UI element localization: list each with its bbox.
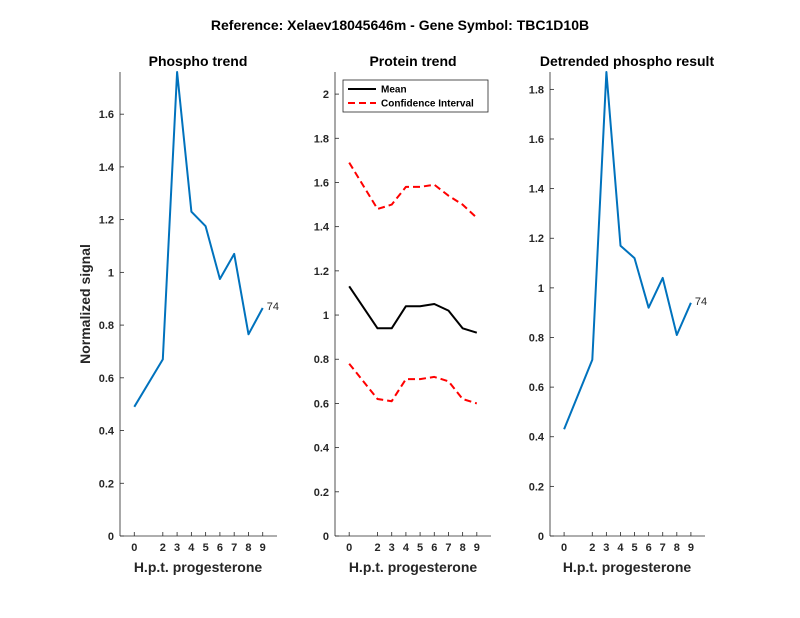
detrended-phospho-series-detrended: [563, 71, 692, 430]
detrended-phospho-xlabel: H.p.t. progesterone: [563, 559, 692, 575]
phospho-trend-xtick-label: 3: [174, 542, 180, 554]
phospho-trend-ylabel: Normalized signal: [77, 244, 93, 364]
phospho-trend-xlabel: H.p.t. progesterone: [134, 559, 263, 575]
protein-trend-ytick-label: 1: [323, 310, 329, 322]
phospho-trend-ytick-label: 0: [108, 531, 114, 543]
protein-trend-panel: Protein trend H.p.t. progesterone 0 0.2 0.…: [314, 53, 491, 575]
phospho-trend-xtick-label: 5: [203, 542, 209, 554]
phospho-trend-series-phospho: [133, 71, 264, 408]
protein-trend-xtick-label: 5: [417, 542, 423, 554]
detrended-phospho-xtick-label: 8: [674, 542, 680, 554]
phospho-trend-xtick-label: 2: [160, 542, 166, 554]
protein-trend-xtick-label: 0: [346, 542, 352, 554]
protein-trend-xtick-label: 8: [460, 542, 466, 554]
phospho-trend-ytick-label: 1: [108, 267, 114, 279]
detrended-phospho-ytick-label: 0.8: [529, 332, 544, 344]
phospho-trend-ytick-label: 0.2: [99, 478, 114, 490]
phospho-trend-xtick-label: 7: [231, 542, 237, 554]
detrended-phospho-xtick-label: 6: [646, 542, 652, 554]
detrended-phospho-ytick-label: 0.2: [529, 481, 544, 493]
phospho-trend-panel: Phospho trend Normalized signal H.p.t. p…: [77, 53, 279, 575]
legend-ci-label: Confidence Interval: [381, 99, 474, 110]
detrended-phospho-xtick-label: 9: [688, 542, 694, 554]
protein-trend-ytick-label: 1.6: [314, 177, 329, 189]
protein-trend-ytick-label: 0.8: [314, 354, 329, 366]
phospho-trend-ytick-label: 0.6: [99, 373, 114, 385]
detrended-phospho-xtick-label: 7: [660, 542, 666, 554]
protein-trend-xtick-label: 2: [374, 542, 380, 554]
protein-trend-ytick-label: 0.2: [314, 487, 329, 499]
phospho-trend-ytick-label: 1.4: [99, 162, 115, 174]
detrended-phospho-ytick-label: 1.8: [529, 84, 544, 96]
detrended-phospho-ytick-label: 1.2: [529, 233, 544, 245]
protein-trend-xtick-label: 3: [389, 542, 395, 554]
protein-trend-xlabel: H.p.t. progesterone: [349, 559, 478, 575]
protein-trend-xtick-label: 6: [431, 542, 437, 554]
detrended-phospho-ytick-label: 0.4: [529, 432, 545, 444]
detrended-phospho-ytick-label: 1.6: [529, 134, 544, 146]
phospho-trend-xtick-label: 4: [188, 542, 195, 554]
figure-title: Reference: Xelaev18045646m - Gene Symbol…: [211, 17, 589, 33]
protein-trend-ytick-label: 0.6: [314, 398, 329, 410]
legend-mean-label: Mean: [381, 85, 407, 96]
phospho-trend-xtick-label: 9: [260, 542, 266, 554]
protein-trend-xtick-label: 7: [445, 542, 451, 554]
detrended-phospho-ytick-label: 1.4: [529, 184, 545, 196]
protein-trend-ytick-label: 0: [323, 531, 329, 543]
detrended-phospho-ytick-label: 1: [538, 283, 544, 295]
detrended-phospho-xtick-label: 0: [561, 542, 567, 554]
detrended-phospho-xtick-label: 5: [631, 542, 637, 554]
protein-trend-ytick-label: 0.4: [314, 443, 330, 455]
phospho-trend-ytick-label: 1.2: [99, 215, 114, 227]
phospho-trend-ytick-label: 0.4: [99, 426, 115, 438]
protein-trend-series-mean: [348, 285, 478, 334]
phospho-trend-xtick-label: 6: [217, 542, 223, 554]
detrended-phospho-xtick-label: 2: [589, 542, 595, 554]
protein-trend-xtick-label: 4: [403, 542, 410, 554]
detrended-phospho-xtick-label: 4: [617, 542, 624, 554]
phospho-trend-title: Phospho trend: [149, 53, 248, 69]
protein-trend-xtick-label: 9: [474, 542, 480, 554]
phospho-trend-xtick-label: 0: [131, 542, 137, 554]
detrended-phospho-title: Detrended phospho result: [540, 53, 715, 69]
detrended-phospho-ytick-label: 0: [538, 531, 544, 543]
protein-trend-title: Protein trend: [369, 53, 456, 69]
phospho-trend-annotation: 74: [267, 301, 279, 313]
phospho-trend-ytick-label: 1.6: [99, 109, 114, 121]
detrended-phospho-panel: Detrended phospho result H.p.t. progeste…: [529, 53, 715, 575]
detrended-phospho-ytick-label: 0.6: [529, 382, 544, 394]
protein-trend-legend: Mean Confidence Interval: [342, 79, 489, 113]
phospho-trend-ytick-label: 0.8: [99, 320, 114, 332]
protein-trend-series-confidence-interval: [348, 162, 478, 219]
protein-trend-ytick-label: 1.8: [314, 133, 329, 145]
protein-trend-ytick-label: 2: [323, 89, 329, 101]
phospho-trend-xtick-label: 8: [245, 542, 251, 554]
detrended-phospho-annotation: 74: [695, 296, 707, 308]
protein-trend-ytick-label: 1.4: [314, 222, 330, 234]
protein-trend-series-confidence-interval-lower: [348, 363, 478, 405]
protein-trend-ytick-label: 1.2: [314, 266, 329, 278]
detrended-phospho-xtick-label: 3: [603, 542, 609, 554]
